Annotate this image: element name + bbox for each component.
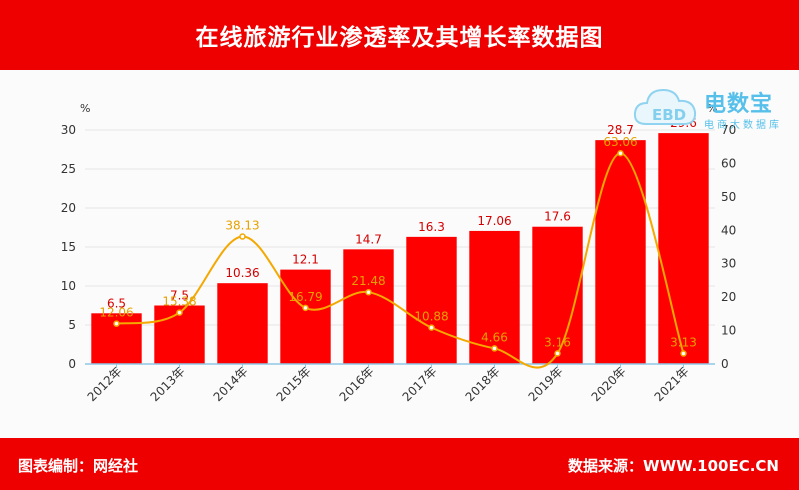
y-left-tick-label: 0 — [68, 357, 76, 371]
line-value-label: 4.66 — [481, 330, 508, 344]
growth-rate-point — [302, 304, 309, 312]
y-left-tick-label: 20 — [61, 201, 76, 215]
growth-rate-point — [554, 350, 561, 357]
x-tick-label: 2019年 — [526, 364, 566, 404]
growth-rate-point — [113, 320, 120, 327]
footer-source-editor: 图表编制：网经社 — [18, 457, 139, 475]
footer-data-source: 数据来源：WWW.100EC.CN — [568, 457, 779, 475]
bar — [595, 140, 646, 364]
bar-value-label: 7.5 — [170, 289, 189, 303]
bar-value-label: 28.7 — [607, 123, 634, 137]
footer-banner: 图表编制：网经社 数据来源：WWW.100EC.CN — [0, 438, 799, 490]
x-tick-label: 2018年 — [463, 364, 503, 404]
line-value-label: 38.13 — [225, 219, 259, 233]
watermark-brand: 电数宝 — [704, 92, 774, 117]
x-tick-label: 2021年 — [652, 364, 692, 404]
growth-rate-point — [428, 324, 435, 331]
line-value-label: 63.06 — [603, 135, 637, 149]
y-left-tick-label: 5 — [68, 318, 76, 332]
growth-rate-point — [491, 345, 498, 352]
x-tick-label: 2013年 — [148, 364, 188, 404]
line-value-label: 3.13 — [670, 336, 697, 350]
cloud-logo-icon: EBD — [633, 88, 697, 125]
y-right-tick-label: 50 — [721, 190, 736, 204]
bar-value-label: 12.1 — [292, 253, 319, 267]
bar — [406, 236, 457, 364]
x-tick-label: 2015年 — [274, 364, 314, 404]
y-right-unit-label: % — [707, 102, 717, 115]
line-value-label: 15.38 — [162, 295, 196, 309]
chart-title-banner: 在线旅游行业渗透率及其增长率数据图 — [0, 0, 799, 70]
line-value-label: 16.79 — [288, 290, 322, 304]
svg-text:EBD: EBD — [652, 106, 686, 124]
y-right-tick-label: 0 — [721, 357, 729, 371]
bar — [217, 283, 268, 364]
bar — [658, 133, 709, 364]
bar-value-label: 16.3 — [418, 220, 445, 234]
bar — [469, 230, 520, 364]
y-right-tick-label: 30 — [721, 257, 736, 271]
growth-rate-point — [239, 233, 246, 240]
y-right-tick-label: 40 — [721, 223, 736, 237]
y-right-tick-label: 70 — [721, 123, 736, 137]
bar — [532, 226, 583, 364]
watermark-logo: EBD 电数宝 电商大数据库 — [628, 76, 793, 140]
growth-rate-point — [176, 309, 183, 316]
growth-rate-point — [617, 149, 624, 157]
y-right-tick-label: 60 — [721, 156, 736, 170]
bar — [343, 249, 394, 364]
y-left-unit-label: % — [80, 102, 90, 115]
x-tick-label: 2016年 — [337, 364, 377, 404]
bar-value-label: 6.5 — [107, 296, 126, 310]
growth-rate-point — [365, 288, 372, 296]
bar-value-label: 14.7 — [355, 232, 382, 246]
y-left-tick-label: 25 — [61, 162, 76, 176]
y-left-tick-label: 15 — [61, 240, 76, 254]
bar-value-label: 17.06 — [477, 214, 511, 228]
y-left-tick-label: 10 — [61, 279, 76, 293]
bar-value-label: 17.6 — [544, 210, 571, 224]
combo-chart: 2012年 2013年 2014年 2015年 2016年 2017年 2018年 2019年… — [61, 102, 737, 404]
x-tick-label: 2014年 — [211, 364, 251, 404]
line-value-label: 12.06 — [99, 306, 133, 320]
line-value-label: 3.16 — [544, 335, 571, 349]
chart-title: 在线旅游行业渗透率及其增长率数据图 — [195, 25, 604, 51]
y-right-tick-label: 10 — [721, 324, 736, 338]
x-tick-label: 2020年 — [589, 364, 629, 404]
x-tick-label: 2017年 — [400, 364, 440, 404]
watermark-subtitle: 电商大数据库 — [704, 120, 782, 131]
line-value-label: 10.88 — [414, 310, 448, 324]
y-left-tick-label: 30 — [61, 123, 76, 137]
y-right-tick-label: 20 — [721, 290, 736, 304]
bar-value-label: 10.36 — [225, 266, 259, 280]
growth-rate-point — [680, 350, 687, 357]
x-tick-label: 2012年 — [85, 364, 125, 404]
bar — [280, 269, 331, 364]
line-value-label: 21.48 — [351, 274, 385, 288]
